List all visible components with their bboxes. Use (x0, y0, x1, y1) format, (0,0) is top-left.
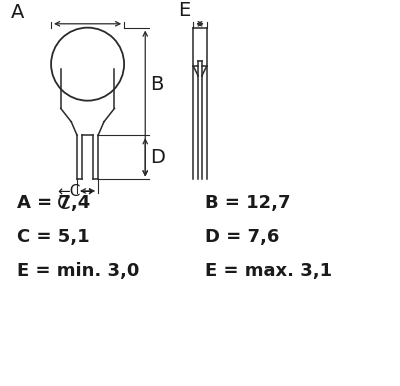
Text: E: E (178, 1, 190, 20)
Text: C: C (57, 194, 70, 213)
Text: B: B (150, 75, 164, 94)
Text: D: D (150, 148, 165, 167)
Text: D = 7,6: D = 7,6 (205, 228, 279, 246)
Text: ←C→: ←C→ (57, 185, 93, 200)
Text: C = 5,1: C = 5,1 (18, 228, 90, 246)
Text: E = min. 3,0: E = min. 3,0 (18, 262, 140, 280)
Text: B = 12,7: B = 12,7 (205, 195, 290, 212)
Text: A: A (11, 3, 24, 22)
Text: A = 7,4: A = 7,4 (18, 195, 91, 212)
Text: E = max. 3,1: E = max. 3,1 (205, 262, 332, 280)
